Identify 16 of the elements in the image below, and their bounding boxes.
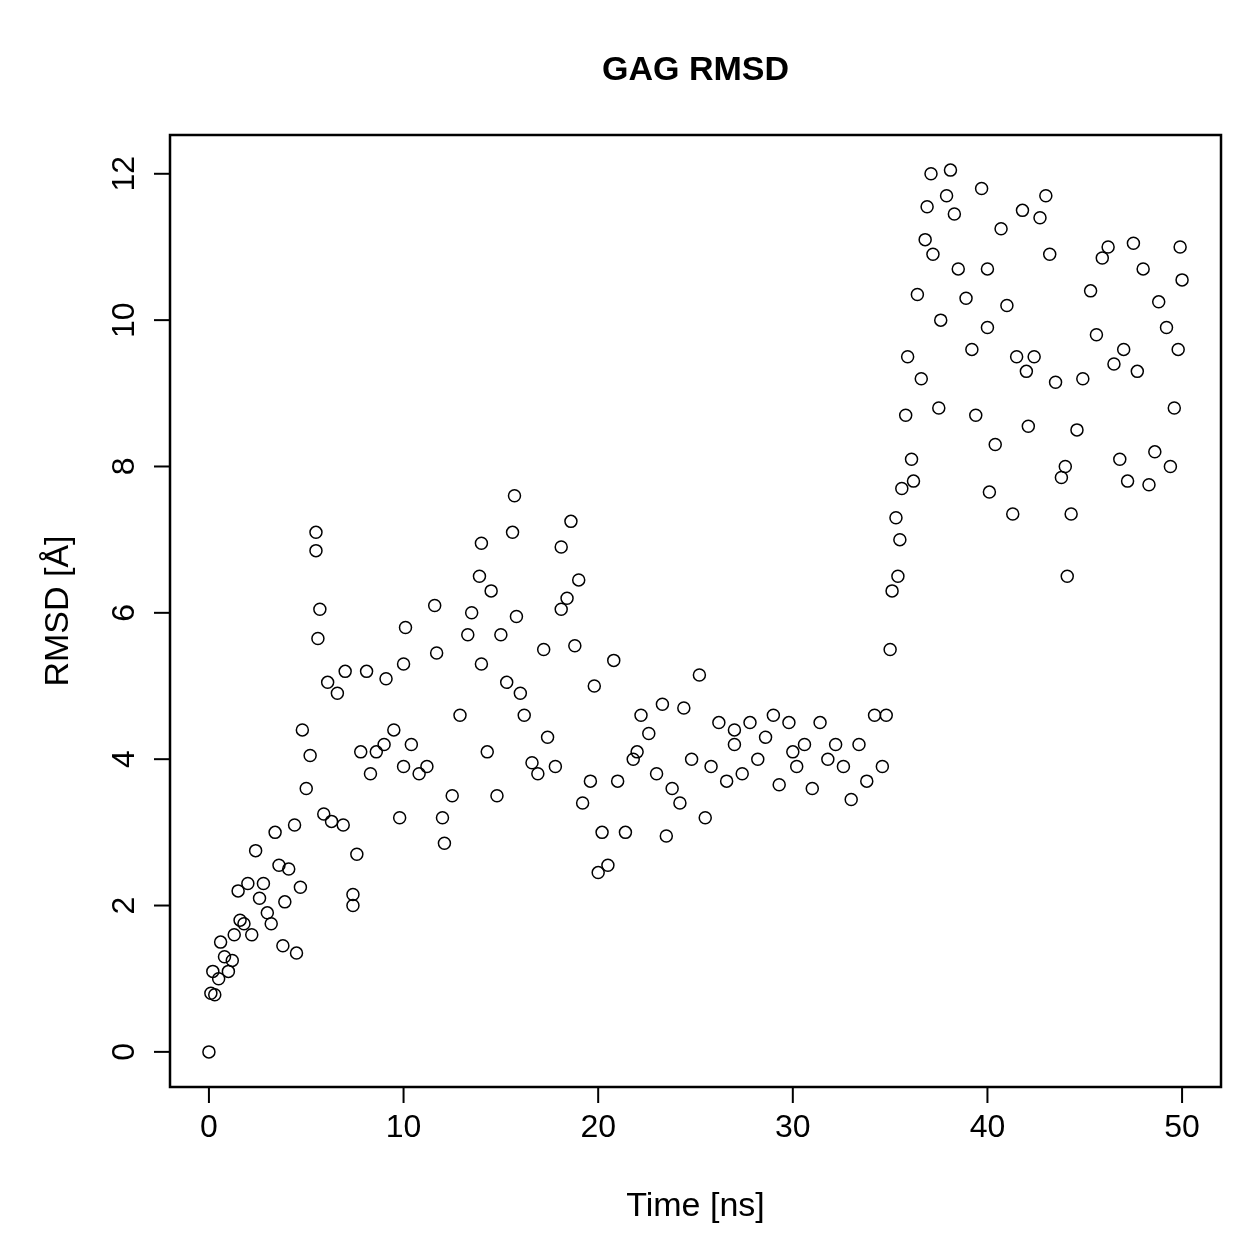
x-axis-title: Time [ns] [626,1185,765,1223]
y-tick-label: 0 [105,1042,141,1061]
x-tick-label: 40 [969,1108,1006,1144]
y-tick-label: 2 [105,896,141,915]
y-tick-label: 6 [105,603,141,622]
x-tick-label: 30 [775,1108,811,1144]
y-tick-label: 10 [105,302,141,338]
y-axis-title: RMSD [Å] [37,535,75,687]
y-tick-label: 8 [105,457,141,476]
x-tick-label: 0 [200,1108,218,1144]
y-tick-label: 4 [105,750,141,769]
x-tick-label: 10 [385,1108,422,1144]
y-tick-label: 12 [105,155,141,192]
x-tick-label: 50 [1164,1108,1200,1144]
chart-title: GAG RMSD [602,49,789,87]
x-tick-label: 20 [580,1108,616,1144]
